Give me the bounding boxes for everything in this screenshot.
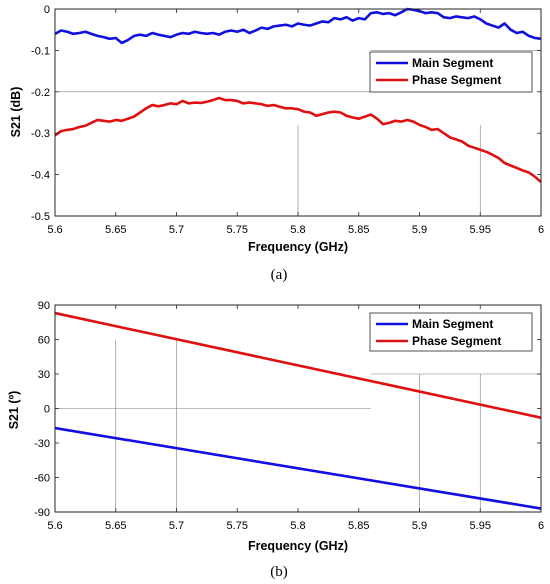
- legend-b: Main Segment Phase Segment: [369, 312, 533, 352]
- y-tick-label-b-3: 0: [44, 404, 50, 416]
- y-tick-label-b-4: -30: [34, 438, 50, 450]
- x-tick-label-b-3: 5.75: [227, 520, 248, 532]
- x-tick-label-a-3: 5.75: [227, 224, 248, 236]
- chart-b: 5.6 5.65 5.7 5.75 5.8 5.85 5.9 5.95 6 90 60 30 0 -30 -…: [7, 300, 544, 580]
- caption-b: (b): [270, 564, 288, 580]
- x-tick-label-b-7: 5.95: [470, 520, 491, 532]
- gridlines-a: [55, 50, 541, 216]
- caption-a: (a): [271, 267, 288, 283]
- legend-box-b: [369, 312, 533, 352]
- y-tick-label-b-6: -90: [34, 507, 50, 519]
- x-tick-label-a-4: 5.8: [290, 224, 305, 236]
- y-tick-label-a-2: -0.2: [31, 87, 50, 99]
- x-tick-label-a-8: 6: [538, 224, 544, 236]
- ticks-a: 5.6 5.65 5.7 5.75 5.8 5.85 5.9 5.95 6 0 -0.1 -0.2 -0…: [31, 4, 544, 236]
- y-tick-label-a-3: -0.3: [31, 128, 50, 140]
- x-tick-label-b-8: 6: [538, 520, 544, 532]
- x-tick-label-a-2: 5.7: [169, 224, 184, 236]
- x-tick-label-b-2: 5.7: [169, 520, 184, 532]
- x-tick-label-b-4: 5.8: [290, 520, 305, 532]
- series-line-a-0: [54, 7, 542, 45]
- y-tick-label-a-4: -0.4: [31, 170, 50, 182]
- x-tick-label-a-0: 5.6: [47, 224, 62, 236]
- x-tick-label-b-0: 5.6: [47, 520, 62, 532]
- x-tick-label-a-6: 5.9: [412, 224, 427, 236]
- legend-label-b-0: Main Segment: [412, 317, 493, 331]
- x-axis-label-a: Frequency (GHz): [248, 240, 348, 254]
- y-tick-label-b-1: 60: [38, 335, 50, 347]
- y-tick-label-b-5: -60: [34, 473, 50, 485]
- ticks-b: 5.6 5.65 5.7 5.75 5.8 5.85 5.9 5.95 6 90 60 30 0 -30 -…: [34, 300, 544, 532]
- y-tick-label-b-2: 30: [38, 369, 50, 381]
- x-tick-label-b-1: 5.65: [105, 520, 126, 532]
- x-tick-label-b-6: 5.9: [412, 520, 427, 532]
- series-layer-b: [54, 311, 542, 510]
- y-tick-label-a-5: -0.5: [31, 211, 50, 223]
- x-tick-label-a-7: 5.95: [470, 224, 491, 236]
- x-axis-label-b: Frequency (GHz): [248, 539, 348, 553]
- y-axis-label-a: S21 (dB): [9, 87, 23, 138]
- y-tick-label-a-0: 0: [44, 4, 50, 16]
- legend-label-b-1: Phase Segment: [412, 334, 501, 348]
- x-tick-label-b-5: 5.85: [348, 520, 369, 532]
- x-tick-label-a-1: 5.65: [105, 224, 126, 236]
- series-line-b-0: [54, 426, 542, 510]
- y-axis-label-b: S21 (º): [7, 391, 21, 430]
- chart-a: 5.6 5.65 5.7 5.75 5.8 5.85 5.9 5.95 6 0 -0.1 -0.2 -0…: [9, 4, 544, 283]
- legend-a: Main Segment Phase Segment: [369, 51, 533, 93]
- series-line-a-1: [54, 96, 542, 184]
- legend-label-a-0: Main Segment: [412, 56, 493, 70]
- legend-label-a-1: Phase Segment: [412, 73, 501, 87]
- y-tick-label-b-0: 90: [38, 300, 50, 312]
- series-layer-a: [54, 7, 542, 184]
- y-tick-label-a-1: -0.1: [31, 45, 50, 57]
- legend-box-a: [369, 51, 533, 93]
- x-tick-label-a-5: 5.85: [348, 224, 369, 236]
- series-line-b-1: [54, 311, 542, 419]
